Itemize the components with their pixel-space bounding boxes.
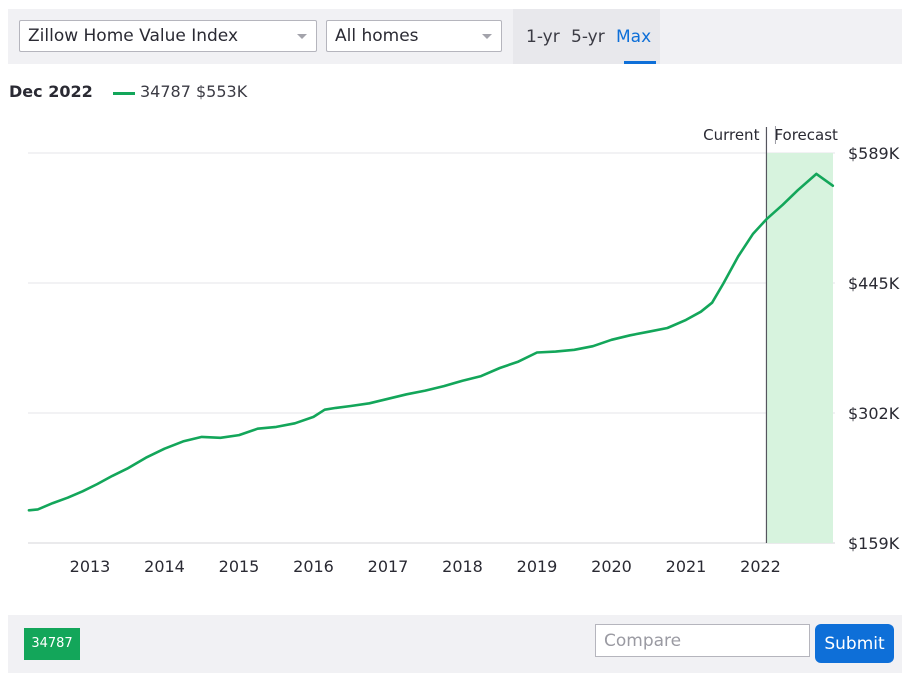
x-tick-label: 2015 bbox=[219, 557, 260, 576]
x-tick-label: 2019 bbox=[517, 557, 558, 576]
legend-series-value: 34787 $553K bbox=[140, 82, 248, 101]
forecast-label: Forecast bbox=[774, 126, 838, 144]
home-type-select[interactable]: All homes bbox=[326, 20, 502, 52]
tab-max[interactable]: Max bbox=[616, 27, 652, 47]
metric-select[interactable]: Zillow Home Value Index bbox=[19, 20, 317, 52]
range-tabs: 1-yr 5-yr Max bbox=[513, 9, 660, 64]
current-label: Current bbox=[703, 126, 759, 144]
tab-5-yr[interactable]: 5-yr bbox=[571, 27, 605, 47]
zip-chip[interactable]: 34787 bbox=[24, 628, 80, 660]
metric-select-value: Zillow Home Value Index bbox=[28, 26, 239, 46]
forecast-band bbox=[766, 153, 833, 543]
x-tick-label: 2020 bbox=[591, 557, 632, 576]
grid-lines bbox=[28, 152, 835, 544]
y-tick-label: $302K bbox=[848, 404, 900, 423]
x-tick-label: 2014 bbox=[144, 557, 185, 576]
submit-button[interactable]: Submit bbox=[815, 624, 894, 663]
active-tab-indicator bbox=[624, 61, 656, 64]
x-tick-label: 2021 bbox=[666, 557, 707, 576]
x-tick-label: 2017 bbox=[368, 557, 409, 576]
legend-swatch bbox=[113, 92, 135, 95]
chart-toolbar: Zillow Home Value Index All homes 1-yr 5… bbox=[8, 9, 902, 64]
x-axis-ticks: 2013 2014 2015 2016 2017 2018 2019 2020 2021 2022 bbox=[70, 557, 781, 576]
compare-bar: 34787 Submit bbox=[8, 615, 902, 673]
legend-date: Dec 2022 bbox=[9, 82, 93, 101]
x-tick-label: 2018 bbox=[442, 557, 483, 576]
x-tick-label: 2022 bbox=[740, 557, 781, 576]
x-tick-label: 2013 bbox=[70, 557, 111, 576]
line-chart: Current Forecast $159K $302K $445K $589K 20… bbox=[27, 126, 900, 576]
x-tick-label: 2016 bbox=[293, 557, 334, 576]
chevron-down-icon bbox=[482, 34, 492, 39]
series-layer bbox=[27, 172, 835, 512]
chevron-down-icon bbox=[297, 34, 307, 39]
home-type-select-value: All homes bbox=[335, 26, 419, 46]
y-axis-ticks: $159K $302K $445K $589K bbox=[848, 144, 900, 553]
y-tick-label: $445K bbox=[848, 274, 900, 293]
y-tick-label: $159K bbox=[848, 534, 900, 553]
y-tick-label: $589K bbox=[848, 144, 900, 163]
compare-input[interactable] bbox=[595, 624, 810, 657]
tab-1-yr[interactable]: 1-yr bbox=[526, 27, 560, 47]
series-line bbox=[27, 172, 835, 512]
